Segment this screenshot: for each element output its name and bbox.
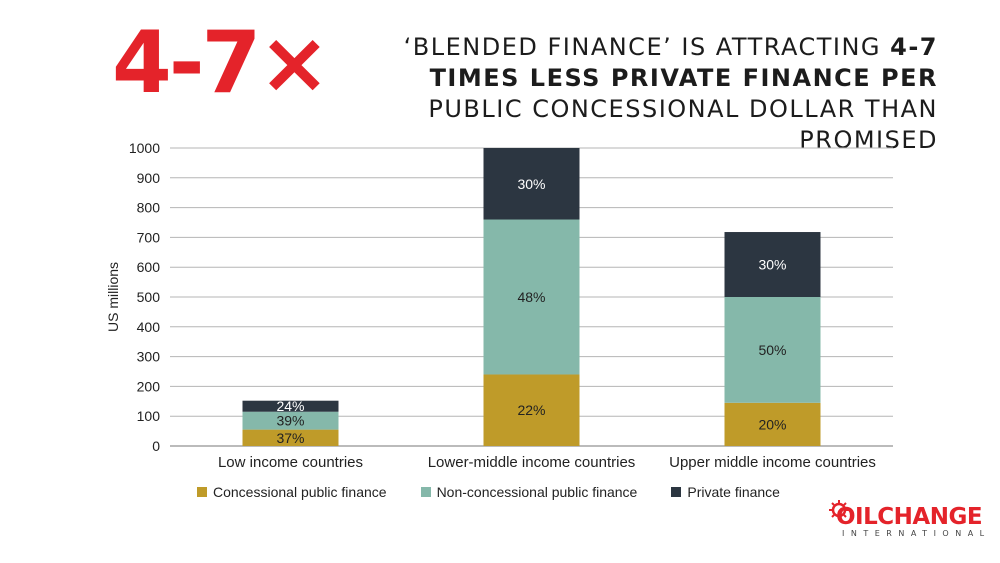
data-label: 37% — [276, 430, 304, 446]
x-tick-label: Low income countries — [218, 454, 363, 471]
y-tick-label: 600 — [137, 259, 161, 275]
headline-text-2: PUBLIC CONCESSIONAL DOLLAR THAN PROMISED — [428, 95, 938, 154]
y-axis-label: US millions — [105, 262, 121, 332]
y-tick-label: 100 — [137, 408, 161, 424]
legend-swatch — [420, 487, 431, 497]
logo-change: CHANGE — [877, 504, 983, 530]
logo-subtitle: INTERNATIONAL — [842, 529, 991, 538]
y-tick-label: 200 — [137, 378, 161, 394]
headline-text-1: ‘BLENDED FINANCE’ IS ATTRACTING — [403, 33, 891, 61]
oil-change-international-logo: OILCHANGE INTERNATIONAL — [829, 500, 991, 538]
y-tick-label: 900 — [137, 170, 161, 186]
legend-swatch — [671, 487, 682, 497]
legend-label: Private finance — [687, 484, 780, 500]
legend-label: Concessional public finance — [213, 484, 387, 500]
data-label: 30% — [758, 257, 786, 273]
bar-segment — [242, 400, 339, 412]
bar-segment — [724, 232, 821, 297]
y-tick-label: 0 — [152, 438, 160, 454]
headline-stat: 4-7× — [112, 13, 330, 113]
data-label: 30% — [517, 176, 545, 192]
y-tick-label: 1000 — [129, 140, 160, 156]
chart-headline: ‘BLENDED FINANCE’ IS ATTRACTING 4-7 TIME… — [338, 32, 938, 156]
y-tick-label: 500 — [137, 289, 161, 305]
data-label: 22% — [517, 402, 545, 418]
bar-segment — [242, 429, 339, 446]
bar-segment — [724, 402, 821, 446]
x-tick-label: Upper middle income countries — [669, 454, 876, 471]
legend-item: Private finance — [671, 484, 780, 500]
legend-label: Non-concessional public finance — [436, 484, 638, 500]
data-label: 20% — [758, 416, 786, 432]
bar-segment — [724, 297, 821, 403]
bar-segment — [242, 411, 339, 430]
legend-item: Concessional public finance — [197, 484, 387, 500]
y-tick-label: 800 — [137, 200, 161, 216]
legend-swatch — [197, 487, 207, 497]
logo-oil: OIL — [836, 504, 878, 530]
bar-segment — [483, 374, 580, 446]
legend-item: Non-concessional public finance — [420, 484, 638, 500]
bar-segment — [483, 148, 580, 220]
gear-icon — [829, 500, 849, 520]
data-label: 48% — [517, 289, 545, 305]
data-label: 39% — [276, 413, 304, 429]
y-tick-label: 400 — [137, 319, 161, 335]
data-label: 50% — [758, 342, 786, 358]
data-label: 24% — [276, 398, 304, 414]
x-tick-label: Lower-middle income countries — [428, 454, 636, 471]
headline-text-bold: 4-7 TIMES LESS PRIVATE FINANCE PER — [429, 33, 938, 92]
y-tick-label: 700 — [137, 229, 161, 245]
bar-segment — [483, 219, 580, 375]
chart-legend: Concessional public finance Non-concessio… — [197, 484, 780, 500]
logo-wordmark: OILCHANGE — [836, 505, 991, 529]
y-tick-label: 300 — [137, 349, 161, 365]
